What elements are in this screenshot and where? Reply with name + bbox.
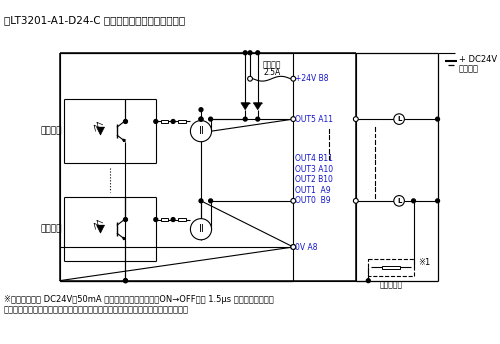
Circle shape — [171, 218, 175, 222]
Text: +24V B8: +24V B8 — [295, 74, 328, 83]
Circle shape — [291, 76, 296, 81]
Polygon shape — [122, 139, 126, 142]
Circle shape — [244, 117, 247, 121]
Bar — [160, 218, 168, 221]
Circle shape — [208, 199, 212, 203]
Circle shape — [171, 120, 175, 123]
Text: ※１（例）出力 DC24V、50mA 時では、出力遅延時間（ON→OFF）は 1.5μs です。応答性を必: ※１（例）出力 DC24V、50mA 時では、出力遅延時間（ON→OFF）は 1… — [4, 295, 274, 304]
Circle shape — [154, 120, 158, 123]
Text: L: L — [397, 116, 402, 122]
Text: ヒューズ: ヒューズ — [262, 61, 281, 70]
Text: 外部電源: 外部電源 — [458, 65, 478, 74]
Text: 2.5A: 2.5A — [263, 68, 280, 77]
Text: OUT3 A10: OUT3 A10 — [295, 165, 334, 174]
Circle shape — [124, 279, 128, 282]
Circle shape — [190, 120, 212, 142]
Circle shape — [199, 117, 203, 121]
Text: 要とし、負荷が軽い場合は、外部にダミー抵抷を設けて電流を増やしてください。: 要とし、負荷が軽い場合は、外部にダミー抵抷を設けて電流を増やしてください。 — [4, 306, 189, 315]
Circle shape — [291, 117, 296, 121]
Text: Ⅱ: Ⅱ — [198, 224, 203, 234]
Text: OUT1  A9: OUT1 A9 — [295, 186, 331, 195]
Text: L: L — [397, 198, 402, 204]
Circle shape — [199, 117, 203, 121]
Circle shape — [199, 108, 203, 111]
Circle shape — [248, 76, 252, 81]
Bar — [382, 266, 400, 269]
Polygon shape — [241, 103, 250, 110]
Text: ・LT3201-A1-D24-C 出力部回路（ソースタイプ）: ・LT3201-A1-D24-C 出力部回路（ソースタイプ） — [4, 15, 185, 25]
Polygon shape — [96, 127, 104, 135]
Text: 内部回路: 内部回路 — [40, 225, 62, 234]
Circle shape — [394, 195, 404, 206]
Polygon shape — [122, 237, 126, 240]
Polygon shape — [254, 103, 262, 110]
Text: OUT2 B10: OUT2 B10 — [295, 175, 333, 184]
Text: 内部回路: 内部回路 — [40, 127, 62, 136]
Polygon shape — [96, 225, 104, 233]
Circle shape — [291, 245, 296, 249]
Circle shape — [244, 51, 247, 55]
Text: OUT5 A11: OUT5 A11 — [295, 115, 333, 123]
Circle shape — [354, 198, 358, 203]
Circle shape — [124, 279, 128, 282]
Circle shape — [190, 219, 212, 240]
Circle shape — [366, 279, 370, 282]
Circle shape — [256, 51, 260, 55]
Text: OUT4 B11: OUT4 B11 — [295, 154, 333, 163]
Circle shape — [394, 114, 404, 125]
Circle shape — [256, 117, 260, 121]
Text: ※1: ※1 — [418, 258, 430, 267]
Circle shape — [248, 51, 252, 55]
Text: 0V A8: 0V A8 — [295, 243, 318, 251]
Bar — [160, 120, 168, 123]
Circle shape — [436, 117, 440, 121]
Circle shape — [436, 199, 440, 203]
Bar — [178, 218, 186, 221]
Text: OUT0  B9: OUT0 B9 — [295, 196, 331, 205]
Bar — [368, 259, 414, 276]
Bar — [178, 120, 186, 123]
Circle shape — [154, 218, 158, 222]
Circle shape — [412, 199, 416, 203]
Circle shape — [291, 245, 296, 249]
Text: + DC24V: + DC24V — [458, 55, 497, 64]
Circle shape — [291, 198, 296, 203]
Circle shape — [199, 199, 203, 203]
Circle shape — [124, 218, 128, 222]
Circle shape — [208, 117, 212, 121]
Text: Ⅱ: Ⅱ — [198, 126, 203, 136]
Text: ダミー抗抗: ダミー抗抗 — [380, 281, 402, 290]
Circle shape — [124, 120, 128, 123]
Circle shape — [354, 117, 358, 121]
